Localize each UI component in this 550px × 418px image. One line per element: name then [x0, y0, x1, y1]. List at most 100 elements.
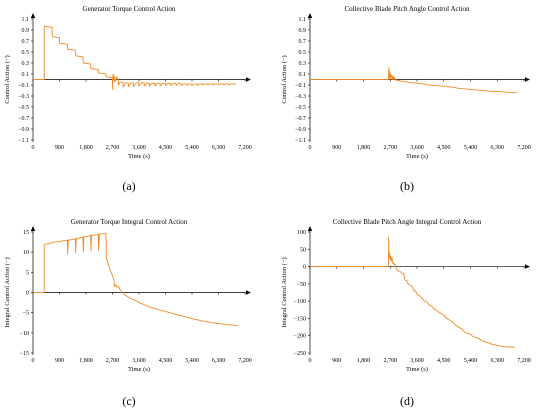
x-axis-arrow	[525, 77, 530, 82]
y-tick-label: 15	[23, 230, 29, 236]
y-tick-label: 0	[303, 265, 306, 271]
y-tick-label: −100	[294, 299, 306, 305]
x-axis-label: Time (s)	[406, 153, 428, 160]
x-tick-label: 3,600	[410, 358, 424, 364]
x-axis-label: Time (s)	[128, 153, 150, 160]
x-axis-label: Time (s)	[128, 366, 150, 373]
x-tick-label: 900	[55, 358, 64, 364]
x-tick-label: 3,600	[410, 145, 424, 151]
x-tick-label: 1,800	[79, 145, 93, 151]
y-tick-label: −0.9	[295, 127, 306, 133]
panel-label: (a)	[122, 179, 135, 193]
y-tick-label: 0.3	[22, 61, 30, 67]
x-tick-label: 1,800	[79, 358, 93, 364]
y-tick-label: −250	[294, 351, 306, 357]
y-tick-label: −150	[294, 316, 306, 322]
series-line	[310, 66, 517, 94]
y-tick-label: −0.5	[295, 105, 306, 111]
y-tick-label: −0.7	[295, 116, 306, 122]
x-tick-label: 4,500	[437, 358, 451, 364]
chart-panel-0: Generator Torque Control Action −1.1 −0.9 −…	[4, 5, 252, 193]
y-tick-label: 1.1	[22, 17, 30, 23]
series-line	[33, 25, 237, 90]
y-axis-arrow	[307, 226, 313, 231]
x-tick-label: 7,200	[517, 145, 531, 151]
x-tick-label: 2,700	[384, 358, 398, 364]
x-tick-label: 5,400	[185, 358, 199, 364]
x-tick-label: 0	[32, 145, 35, 151]
chart-title: Generator Torque Control Action	[83, 5, 176, 13]
chart-panel-1: Collective Blade Pitch Angle Control Act…	[281, 5, 531, 193]
x-tick-label: 6,300	[212, 358, 226, 364]
x-tick-label: 2,700	[106, 145, 120, 151]
y-tick-label: 5	[26, 270, 29, 276]
chart-title: Collective Blade Pitch Angle Control Act…	[344, 5, 470, 13]
y-tick-label: 0.9	[299, 28, 307, 34]
y-axis-label: Integral Control Action (−)	[281, 257, 288, 327]
x-tick-label: 900	[332, 358, 341, 364]
y-tick-label: 100	[297, 230, 306, 236]
x-tick-label: 5,400	[185, 145, 199, 151]
y-tick-label: −0.3	[295, 94, 306, 100]
chart-panel-2: Generator Torque Integral Control Action…	[4, 218, 252, 408]
x-tick-label: 2,700	[384, 145, 398, 151]
y-tick-label: −0.3	[18, 94, 29, 100]
y-tick-label: −0.7	[18, 116, 29, 122]
y-tick-label: 0.3	[299, 61, 307, 67]
y-axis-label: Control Action (−)	[4, 55, 11, 103]
y-axis-label: Integral Control Action (−)	[4, 257, 11, 327]
x-tick-label: 0	[309, 145, 312, 151]
y-tick-label: −0.1	[18, 83, 29, 89]
y-tick-label: 50	[300, 247, 306, 253]
y-axis-arrow	[30, 13, 36, 18]
y-tick-label: 0	[26, 291, 29, 297]
x-tick-label: 6,300	[491, 145, 505, 151]
y-axis-arrow	[307, 13, 313, 18]
x-tick-label: 4,500	[159, 145, 173, 151]
x-tick-label: 0	[309, 358, 312, 364]
chart-panel-3: Collective Blade Pitch Angle Integral Co…	[281, 218, 531, 408]
x-tick-label: 3,600	[132, 145, 146, 151]
x-tick-label: 5,400	[464, 145, 478, 151]
y-tick-label: −200	[294, 334, 306, 340]
x-tick-label: 0	[32, 358, 35, 364]
y-tick-label: 1.1	[299, 17, 307, 23]
y-axis-arrow	[30, 226, 36, 231]
x-tick-label: 5,400	[464, 358, 478, 364]
x-tick-label: 6,300	[491, 358, 505, 364]
x-tick-label: 1,800	[357, 358, 371, 364]
y-tick-label: −50	[297, 282, 306, 288]
x-tick-label: 1,800	[357, 145, 371, 151]
x-tick-label: 2,700	[106, 358, 120, 364]
y-tick-label: −1.1	[18, 138, 29, 144]
y-tick-label: −0.9	[18, 127, 29, 133]
y-tick-label: −1.1	[295, 138, 306, 144]
x-tick-label: 900	[332, 145, 341, 151]
y-tick-label: 0.5	[22, 50, 30, 56]
y-tick-label: −0.1	[295, 83, 306, 89]
series-line	[310, 236, 516, 348]
y-tick-label: 0.5	[299, 50, 307, 56]
x-axis-label: Time (s)	[406, 366, 428, 373]
x-tick-label: 900	[55, 145, 64, 151]
x-axis-arrow	[246, 77, 251, 82]
panel-label: (d)	[400, 394, 414, 408]
y-tick-label: −0.5	[18, 105, 29, 111]
chart-title: Generator Torque Integral Control Action	[71, 218, 188, 226]
x-tick-label: 4,500	[159, 358, 173, 364]
y-tick-label: 0.1	[22, 72, 30, 78]
y-tick-label: 10	[23, 250, 29, 256]
x-tick-label: 7,200	[517, 358, 531, 364]
panel-label: (b)	[400, 179, 414, 193]
x-tick-label: 3,600	[132, 358, 146, 364]
x-axis-arrow	[525, 264, 530, 269]
y-tick-label: −15	[20, 351, 29, 357]
x-tick-label: 4,500	[437, 145, 451, 151]
panel-label: (c)	[122, 394, 135, 408]
y-tick-label: −10	[20, 331, 29, 337]
x-axis-arrow	[246, 290, 251, 295]
y-tick-label: 0.9	[22, 28, 30, 34]
y-axis-label: Control Action (−)	[281, 55, 288, 103]
x-tick-label: 7,200	[238, 358, 252, 364]
